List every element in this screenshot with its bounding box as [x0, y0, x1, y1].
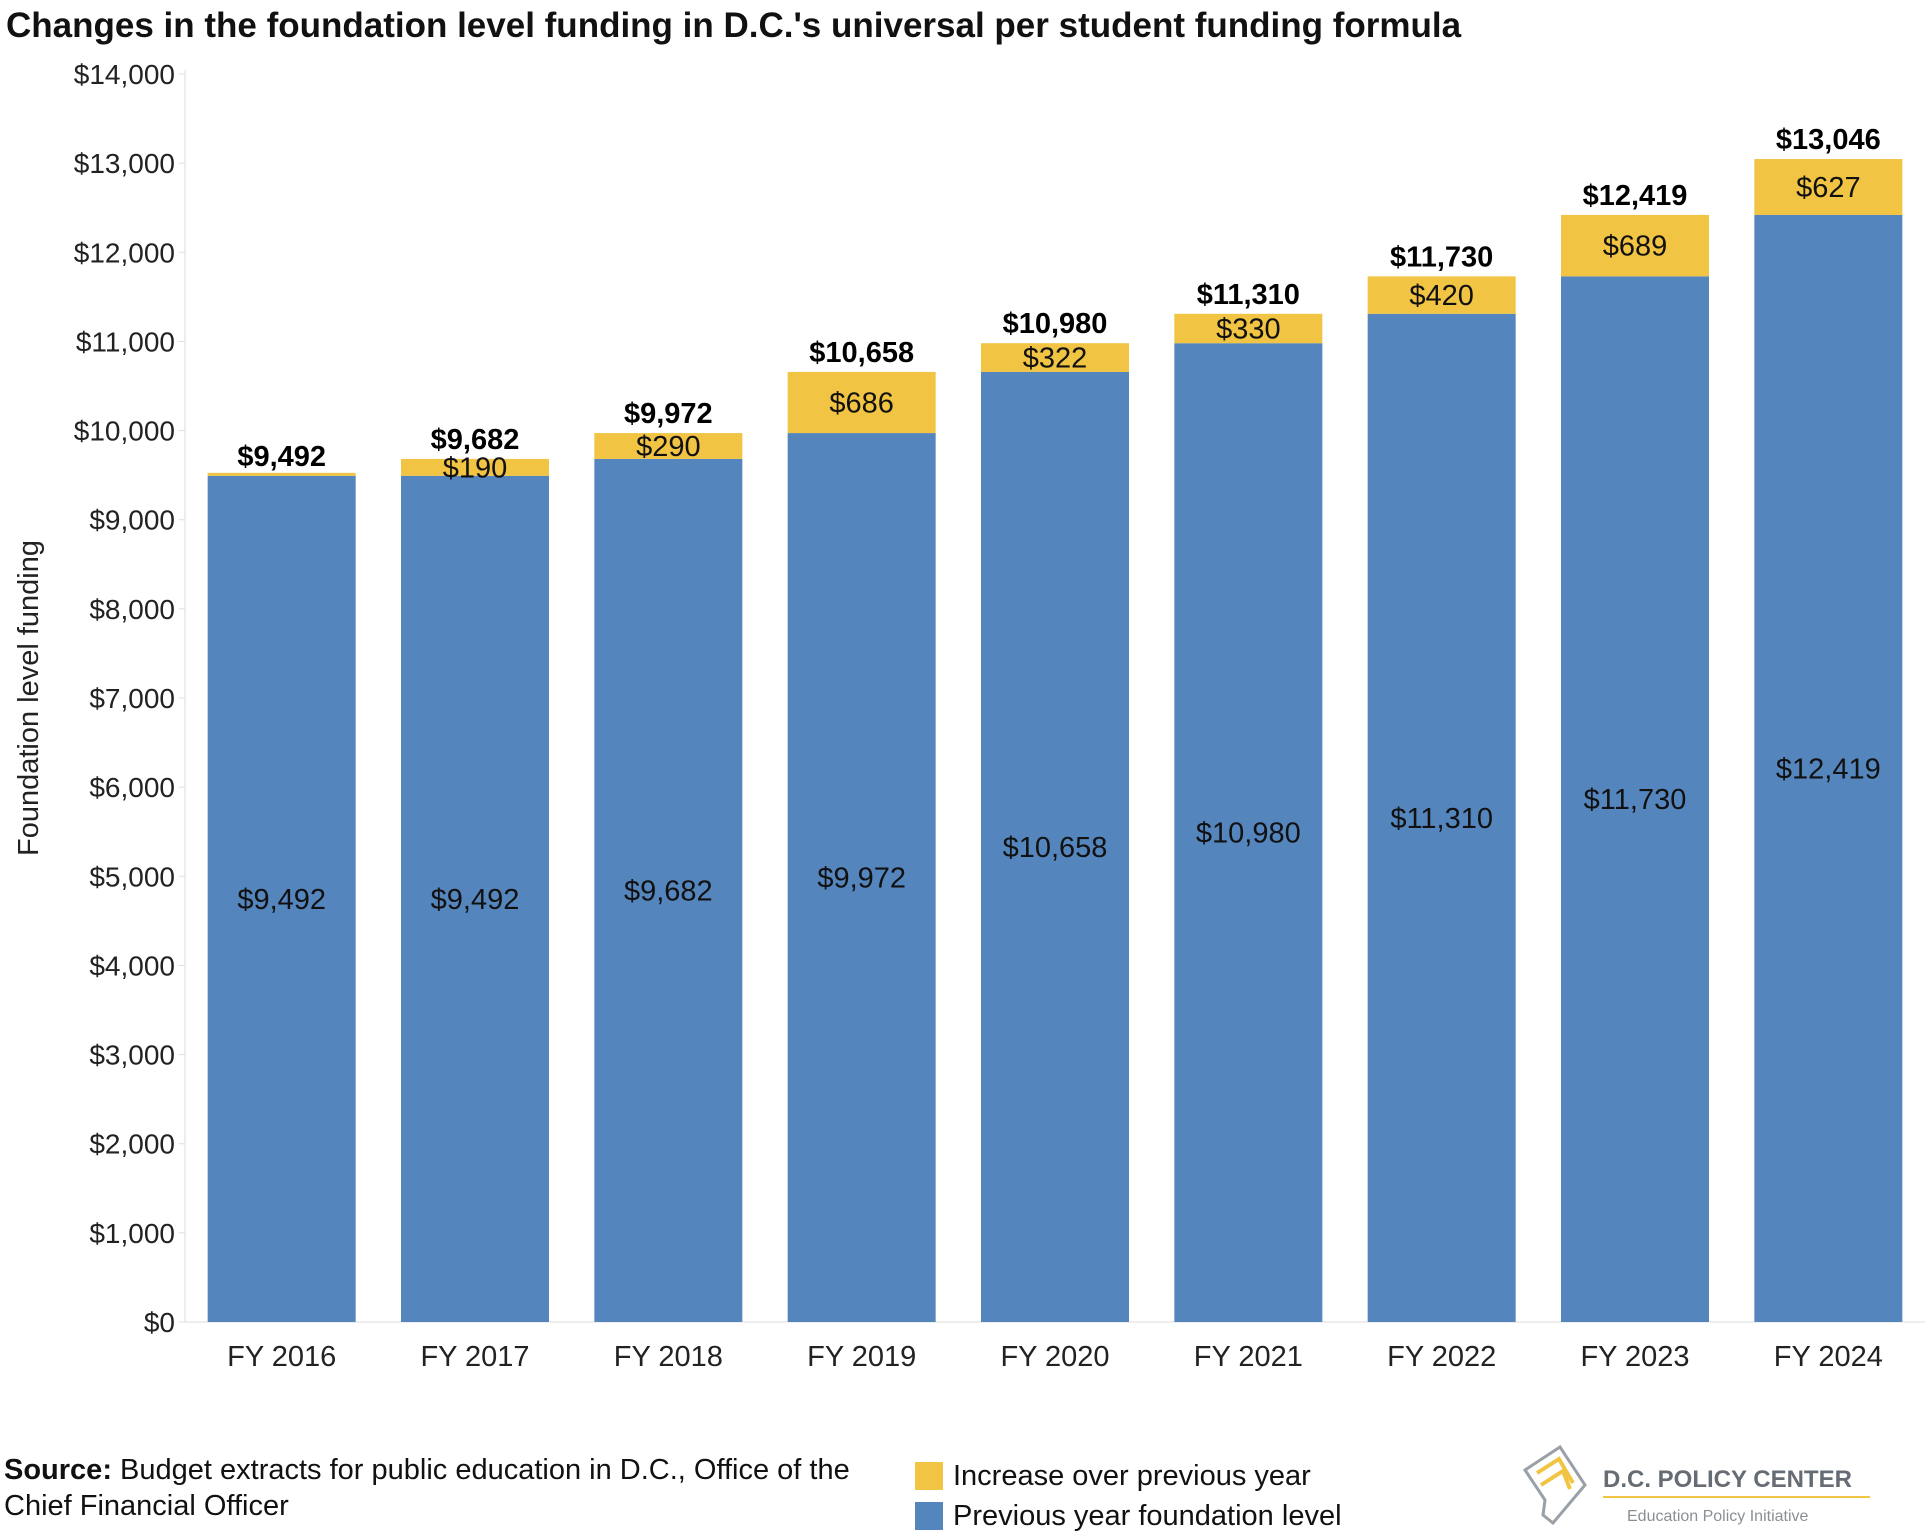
logo-tagline: Education Policy Initiative	[1627, 1508, 1809, 1525]
bar-increase-label: $689	[1603, 231, 1668, 263]
legend-swatch-increase	[915, 1462, 943, 1490]
bar-base	[1367, 313, 1516, 1322]
logo-name: D.C. POLICY CENTER	[1603, 1466, 1852, 1493]
x-tick-label: FY 2017	[420, 1341, 529, 1373]
bar-increase-label: $322	[1023, 343, 1088, 375]
y-tick-label: $14,000	[74, 59, 175, 90]
source-text: Budget extracts for public education in …	[4, 1454, 850, 1522]
legend-item-increase: Increase over previous year	[915, 1456, 1342, 1496]
y-tick-label: $6,000	[89, 772, 175, 803]
bar-increase	[1174, 313, 1323, 344]
x-tick-label: FY 2020	[1000, 1341, 1109, 1373]
y-tick-label: $1,000	[89, 1218, 175, 1249]
bar-total-label: $10,980	[1003, 308, 1108, 340]
legend-label-base: Previous year foundation level	[953, 1499, 1342, 1532]
bar-total-label: $11,730	[1390, 241, 1493, 273]
bar-total-label: $12,419	[1583, 180, 1688, 212]
bar-increase-label: $420	[1409, 280, 1474, 312]
bar-base	[1174, 343, 1323, 1322]
bar-base-label: $10,658	[1003, 832, 1108, 864]
bar-base-label: $11,730	[1584, 784, 1687, 816]
y-tick-label: $10,000	[74, 416, 175, 447]
legend: Increase over previous year Previous yea…	[915, 1456, 1342, 1536]
bar-base-label: $12,419	[1776, 753, 1881, 785]
bar-base	[1561, 276, 1709, 1323]
dc-map-icon	[1522, 1445, 1587, 1526]
y-tick-label: $0	[144, 1307, 175, 1338]
bar-base-label: $9,492	[431, 884, 520, 916]
x-tick-label: FY 2022	[1387, 1341, 1496, 1373]
bar-increase-label: $190	[443, 452, 508, 484]
bar-base	[787, 433, 936, 1323]
bar-increase	[401, 458, 549, 476]
bar-base	[1754, 214, 1903, 1323]
y-tick-label: $5,000	[89, 861, 175, 892]
bar-increase	[594, 433, 743, 459]
bar-base-label: $10,980	[1196, 818, 1301, 850]
bar-base	[981, 371, 1129, 1323]
x-tick-label: FY 2018	[614, 1341, 723, 1373]
y-tick-label: $12,000	[74, 237, 175, 268]
bar-increase-label: $686	[829, 387, 894, 419]
y-tick-label: $13,000	[74, 148, 175, 179]
bar-increase-label: $627	[1796, 172, 1861, 204]
y-tick-label: $9,000	[89, 505, 175, 536]
bar-increase	[787, 371, 936, 434]
source-label: Source:	[4, 1454, 112, 1486]
bar-increase	[1367, 276, 1516, 314]
legend-item-base: Previous year foundation level	[915, 1496, 1342, 1536]
bar-base-label: $9,492	[237, 884, 326, 916]
bar-total-label: $9,492	[237, 441, 326, 473]
legend-swatch-base	[915, 1502, 943, 1530]
bar-total-label: $10,658	[809, 337, 914, 369]
bar-total-label: $9,682	[431, 424, 520, 456]
y-tick-label: $7,000	[89, 683, 175, 714]
bar-base	[594, 458, 743, 1323]
bar-base-label: $9,682	[624, 875, 713, 907]
bar-increase-label: $330	[1216, 314, 1281, 346]
source-note: Source: Budget extracts for public educa…	[4, 1452, 884, 1524]
bar-increase-label: $290	[636, 431, 701, 463]
bar-total-label: $11,310	[1197, 279, 1300, 311]
bar-increase	[1561, 214, 1709, 277]
bar-increase	[207, 472, 356, 476]
bar-total-label: $9,972	[624, 398, 713, 430]
x-tick-label: FY 2024	[1774, 1341, 1883, 1373]
y-tick-label: $3,000	[89, 1040, 175, 1071]
y-tick-label: $11,000	[76, 326, 175, 357]
bar-increase	[1754, 159, 1903, 215]
legend-label-increase: Increase over previous year	[953, 1459, 1311, 1492]
x-tick-label: FY 2023	[1580, 1341, 1689, 1373]
bar-increase	[981, 343, 1129, 372]
bar-base	[207, 475, 356, 1323]
y-axis-title: Foundation level funding	[13, 540, 45, 856]
y-tick-label: $2,000	[89, 1129, 175, 1160]
y-tick-label: $8,000	[89, 594, 175, 625]
x-tick-label: FY 2019	[807, 1341, 916, 1373]
chart: $0 $1,000 $2,000 $3,000 $4,000 $5,000 $6,000 $7…	[13, 59, 1925, 1373]
page-title: Changes in the foundation level funding …	[6, 6, 1462, 45]
y-tick-label: $4,000	[89, 950, 175, 981]
bar-base	[401, 475, 549, 1323]
bar-base-label: $9,972	[817, 863, 906, 895]
x-tick-label: FY 2021	[1194, 1341, 1303, 1373]
x-tick-label: FY 2016	[227, 1341, 336, 1373]
bar-total-label: $13,046	[1776, 124, 1881, 156]
bar-base-label: $11,310	[1390, 803, 1493, 835]
dc-policy-center-logo: D.C. POLICY CENTER Education Policy Init…	[1522, 1445, 1870, 1526]
